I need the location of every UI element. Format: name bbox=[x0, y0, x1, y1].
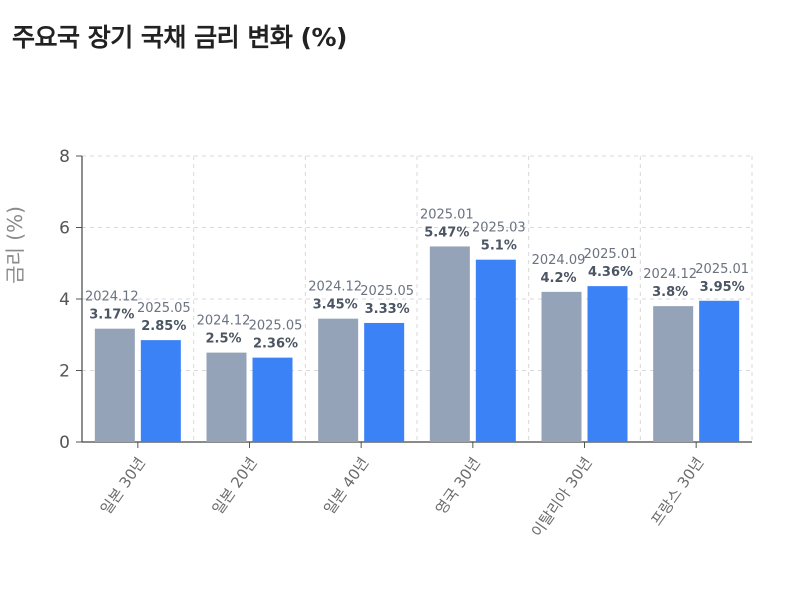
bar-date-label: 2025.03 bbox=[472, 221, 526, 236]
bar-value-label: 4.36% bbox=[588, 265, 633, 280]
chart-title: 주요국 장기 국채 금리 변화 (%) bbox=[12, 23, 347, 52]
y-axis-title: 금리 (%) bbox=[3, 206, 27, 284]
bar-date-label: 2025.01 bbox=[420, 207, 474, 222]
bar-value-label: 3.17% bbox=[89, 308, 134, 323]
y-tick-label: 4 bbox=[59, 290, 70, 310]
x-tick-label: 프랑스 30년 bbox=[647, 454, 707, 529]
bar-date-label: 2024.12 bbox=[643, 267, 697, 282]
bar bbox=[587, 286, 628, 442]
bar-date-label: 2025.01 bbox=[695, 262, 749, 277]
y-tick-label: 6 bbox=[59, 219, 70, 239]
y-tick-label: 2 bbox=[59, 362, 70, 382]
bar bbox=[475, 259, 516, 442]
bar bbox=[429, 246, 470, 442]
bar bbox=[206, 352, 247, 442]
bar-value-label: 3.45% bbox=[313, 298, 358, 313]
bar-value-label: 3.95% bbox=[700, 280, 745, 295]
bar bbox=[252, 357, 293, 442]
bar-date-label: 2024.09 bbox=[532, 253, 586, 268]
bar-date-label: 2025.05 bbox=[137, 301, 191, 316]
bar-date-label: 2025.05 bbox=[360, 284, 414, 299]
bar-value-label: 2.5% bbox=[205, 332, 241, 347]
y-tick-label: 8 bbox=[59, 147, 70, 167]
x-tick-label: 이탈리아 30년 bbox=[528, 454, 596, 540]
x-tick-label: 일본 40년 bbox=[320, 454, 372, 518]
bar bbox=[318, 318, 359, 442]
bar bbox=[94, 328, 135, 442]
x-tick-label: 영국 30년 bbox=[432, 454, 484, 518]
bar-value-label: 5.1% bbox=[481, 239, 517, 254]
x-tick-label: 일본 20년 bbox=[209, 454, 261, 518]
bar bbox=[699, 300, 740, 442]
bar-value-label: 2.85% bbox=[141, 319, 186, 334]
bar-date-label: 2025.01 bbox=[584, 247, 638, 262]
labels: 2024.123.17% 2025.052.85% 2024.122.5%2025.… bbox=[85, 207, 749, 351]
x-tick-label: 일본 30년 bbox=[97, 454, 149, 518]
bar bbox=[541, 291, 582, 442]
bar-value-label: 4.2% bbox=[540, 271, 576, 286]
bar-date-label: 2025.05 bbox=[249, 319, 303, 334]
bars bbox=[94, 246, 740, 442]
bar bbox=[140, 340, 181, 442]
y-tick-label: 0 bbox=[59, 433, 70, 453]
bar-date-label: 2024.12 bbox=[308, 280, 362, 295]
bar-date-label: 2024.12 bbox=[197, 314, 251, 329]
bar-value-label: 3.8% bbox=[652, 285, 688, 300]
bar-value-label: 2.36% bbox=[253, 337, 298, 352]
bar-value-label: 3.33% bbox=[365, 302, 410, 317]
bar-value-label: 5.47% bbox=[424, 225, 469, 240]
bar bbox=[364, 322, 405, 442]
bar bbox=[653, 306, 694, 442]
bar-date-label: 2024.12 bbox=[85, 290, 139, 305]
